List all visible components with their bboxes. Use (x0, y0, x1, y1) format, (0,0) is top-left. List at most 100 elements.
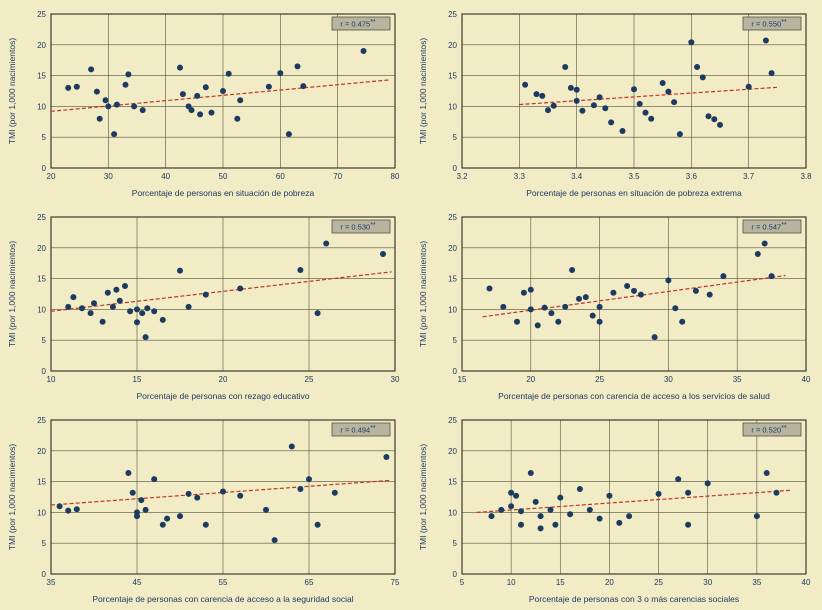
x-tick-label: 5 (459, 578, 464, 587)
scatter-point (124, 70, 131, 77)
x-axis-label: Porcentaje de personas con rezago educat… (136, 391, 309, 401)
scatter-point (664, 88, 671, 95)
x-tick-label: 60 (275, 172, 284, 181)
scatter-point (753, 512, 760, 519)
scatter-point (265, 83, 272, 90)
y-tick-label: 20 (37, 243, 46, 252)
scatter-point (382, 453, 389, 460)
chart-cell-pobreza-extrema: 3.2 3.3 3.4 3.5 3.6 3.7 3.8 0 5 10 15 20 25 Porcentaj… (411, 0, 822, 203)
y-tick-label: 20 (37, 446, 46, 455)
scatter-point (196, 110, 203, 117)
r-value-label: r = 0.550** (751, 19, 787, 29)
x-tick-label: 15 (457, 375, 466, 384)
y-axis-label: TMI (por 1,000 nacimientos) (418, 240, 428, 346)
r-value-label: r = 0.530** (340, 222, 376, 232)
y-tick-label: 10 (37, 305, 46, 314)
x-tick-label: 45 (132, 578, 141, 587)
x-tick-label: 40 (801, 578, 810, 587)
scatter-point (538, 92, 545, 99)
scatter-point (262, 506, 269, 513)
scatter-point (547, 506, 553, 513)
x-tick-label: 30 (390, 375, 399, 384)
scatter-point (609, 289, 616, 296)
scatter-point (520, 289, 527, 296)
y-tick-label: 5 (452, 539, 457, 548)
scatter-point (578, 107, 585, 114)
scatter-point (104, 289, 111, 296)
x-tick-label: 25 (654, 578, 663, 587)
scatter-point (676, 130, 683, 137)
scatter-point (705, 112, 711, 119)
y-tick-label: 25 (37, 416, 46, 425)
scatter-point (90, 299, 97, 306)
scatter-point (589, 312, 596, 319)
plot-border (49, 12, 396, 169)
x-tick-label: 15 (555, 578, 564, 587)
scatter-point (87, 65, 94, 72)
scatter-point (271, 536, 278, 543)
scatter-point (716, 121, 723, 128)
y-tick-label: 25 (448, 416, 457, 425)
y-tick-label: 5 (452, 133, 457, 142)
y-axis-label: TMI (por 1,000 nacimientos) (418, 37, 428, 143)
scatter-point (69, 293, 76, 300)
scatter-point (517, 507, 524, 514)
x-tick-label: 20 (46, 172, 55, 181)
scatter-point (521, 81, 528, 88)
scatter-point (314, 521, 321, 528)
scatter-point (296, 485, 303, 492)
y-tick-label: 20 (448, 446, 457, 455)
y-tick-label: 15 (448, 71, 457, 80)
scatter-point (762, 37, 769, 43)
r-value-label: r = 0.520** (751, 425, 787, 435)
y-tick-label: 25 (448, 213, 457, 222)
scatter-point (202, 521, 209, 528)
scatter-point (763, 469, 770, 476)
scatter-point (112, 286, 119, 293)
scatter-point (288, 443, 295, 449)
scatter-point (607, 118, 614, 125)
scatter-point (699, 73, 706, 80)
scatter-point (176, 64, 183, 71)
scatter-plot-pobreza: 20 30 40 50 60 70 80 0 5 10 15 20 25 Porcentaje de pe… (7, 10, 400, 198)
scatter-point (655, 490, 662, 497)
x-tick-label: 20 (526, 375, 535, 384)
scatter-point (138, 309, 145, 316)
scatter-point (314, 309, 321, 316)
scatter-point (719, 272, 726, 279)
x-tick-label: 65 (304, 578, 313, 587)
scatter-point (710, 115, 717, 122)
y-tick-label: 20 (37, 40, 46, 49)
scatter-point (596, 303, 603, 310)
r-value-box (742, 219, 801, 233)
scatter-point (236, 285, 243, 291)
scatter-point (684, 521, 691, 528)
scatter-point (512, 492, 519, 499)
scatter-point (331, 489, 338, 496)
plot-border (460, 215, 807, 372)
y-tick-label: 5 (41, 539, 46, 548)
trend-line (50, 270, 392, 312)
scatter-point (647, 115, 654, 122)
x-tick-label: 30 (103, 172, 112, 181)
scatter-plot-rezago-educativo: 10 15 20 25 30 0 5 10 15 20 25 Porcentaje de person… (7, 213, 400, 401)
y-tick-label: 15 (37, 477, 46, 486)
scatter-point (96, 115, 103, 122)
scatter-point (586, 506, 593, 513)
y-tick-label: 20 (448, 243, 457, 252)
scatter-point (527, 469, 534, 476)
scatter-point (176, 512, 183, 519)
scatter-point (185, 490, 192, 497)
scatter-point (150, 475, 157, 482)
x-axis-label: Porcentaje de personas con carencia de a… (498, 391, 770, 401)
scatter-point (488, 512, 494, 519)
scatter-point (630, 85, 637, 92)
y-axis-label: TMI (por 1,000 nacimientos) (7, 37, 17, 143)
scatter-point (486, 285, 492, 291)
y-axis-label: TMI (por 1,000 nacimientos) (7, 443, 17, 549)
scatter-point (534, 321, 541, 328)
trend-line (482, 274, 785, 317)
scatter-point (143, 304, 150, 311)
